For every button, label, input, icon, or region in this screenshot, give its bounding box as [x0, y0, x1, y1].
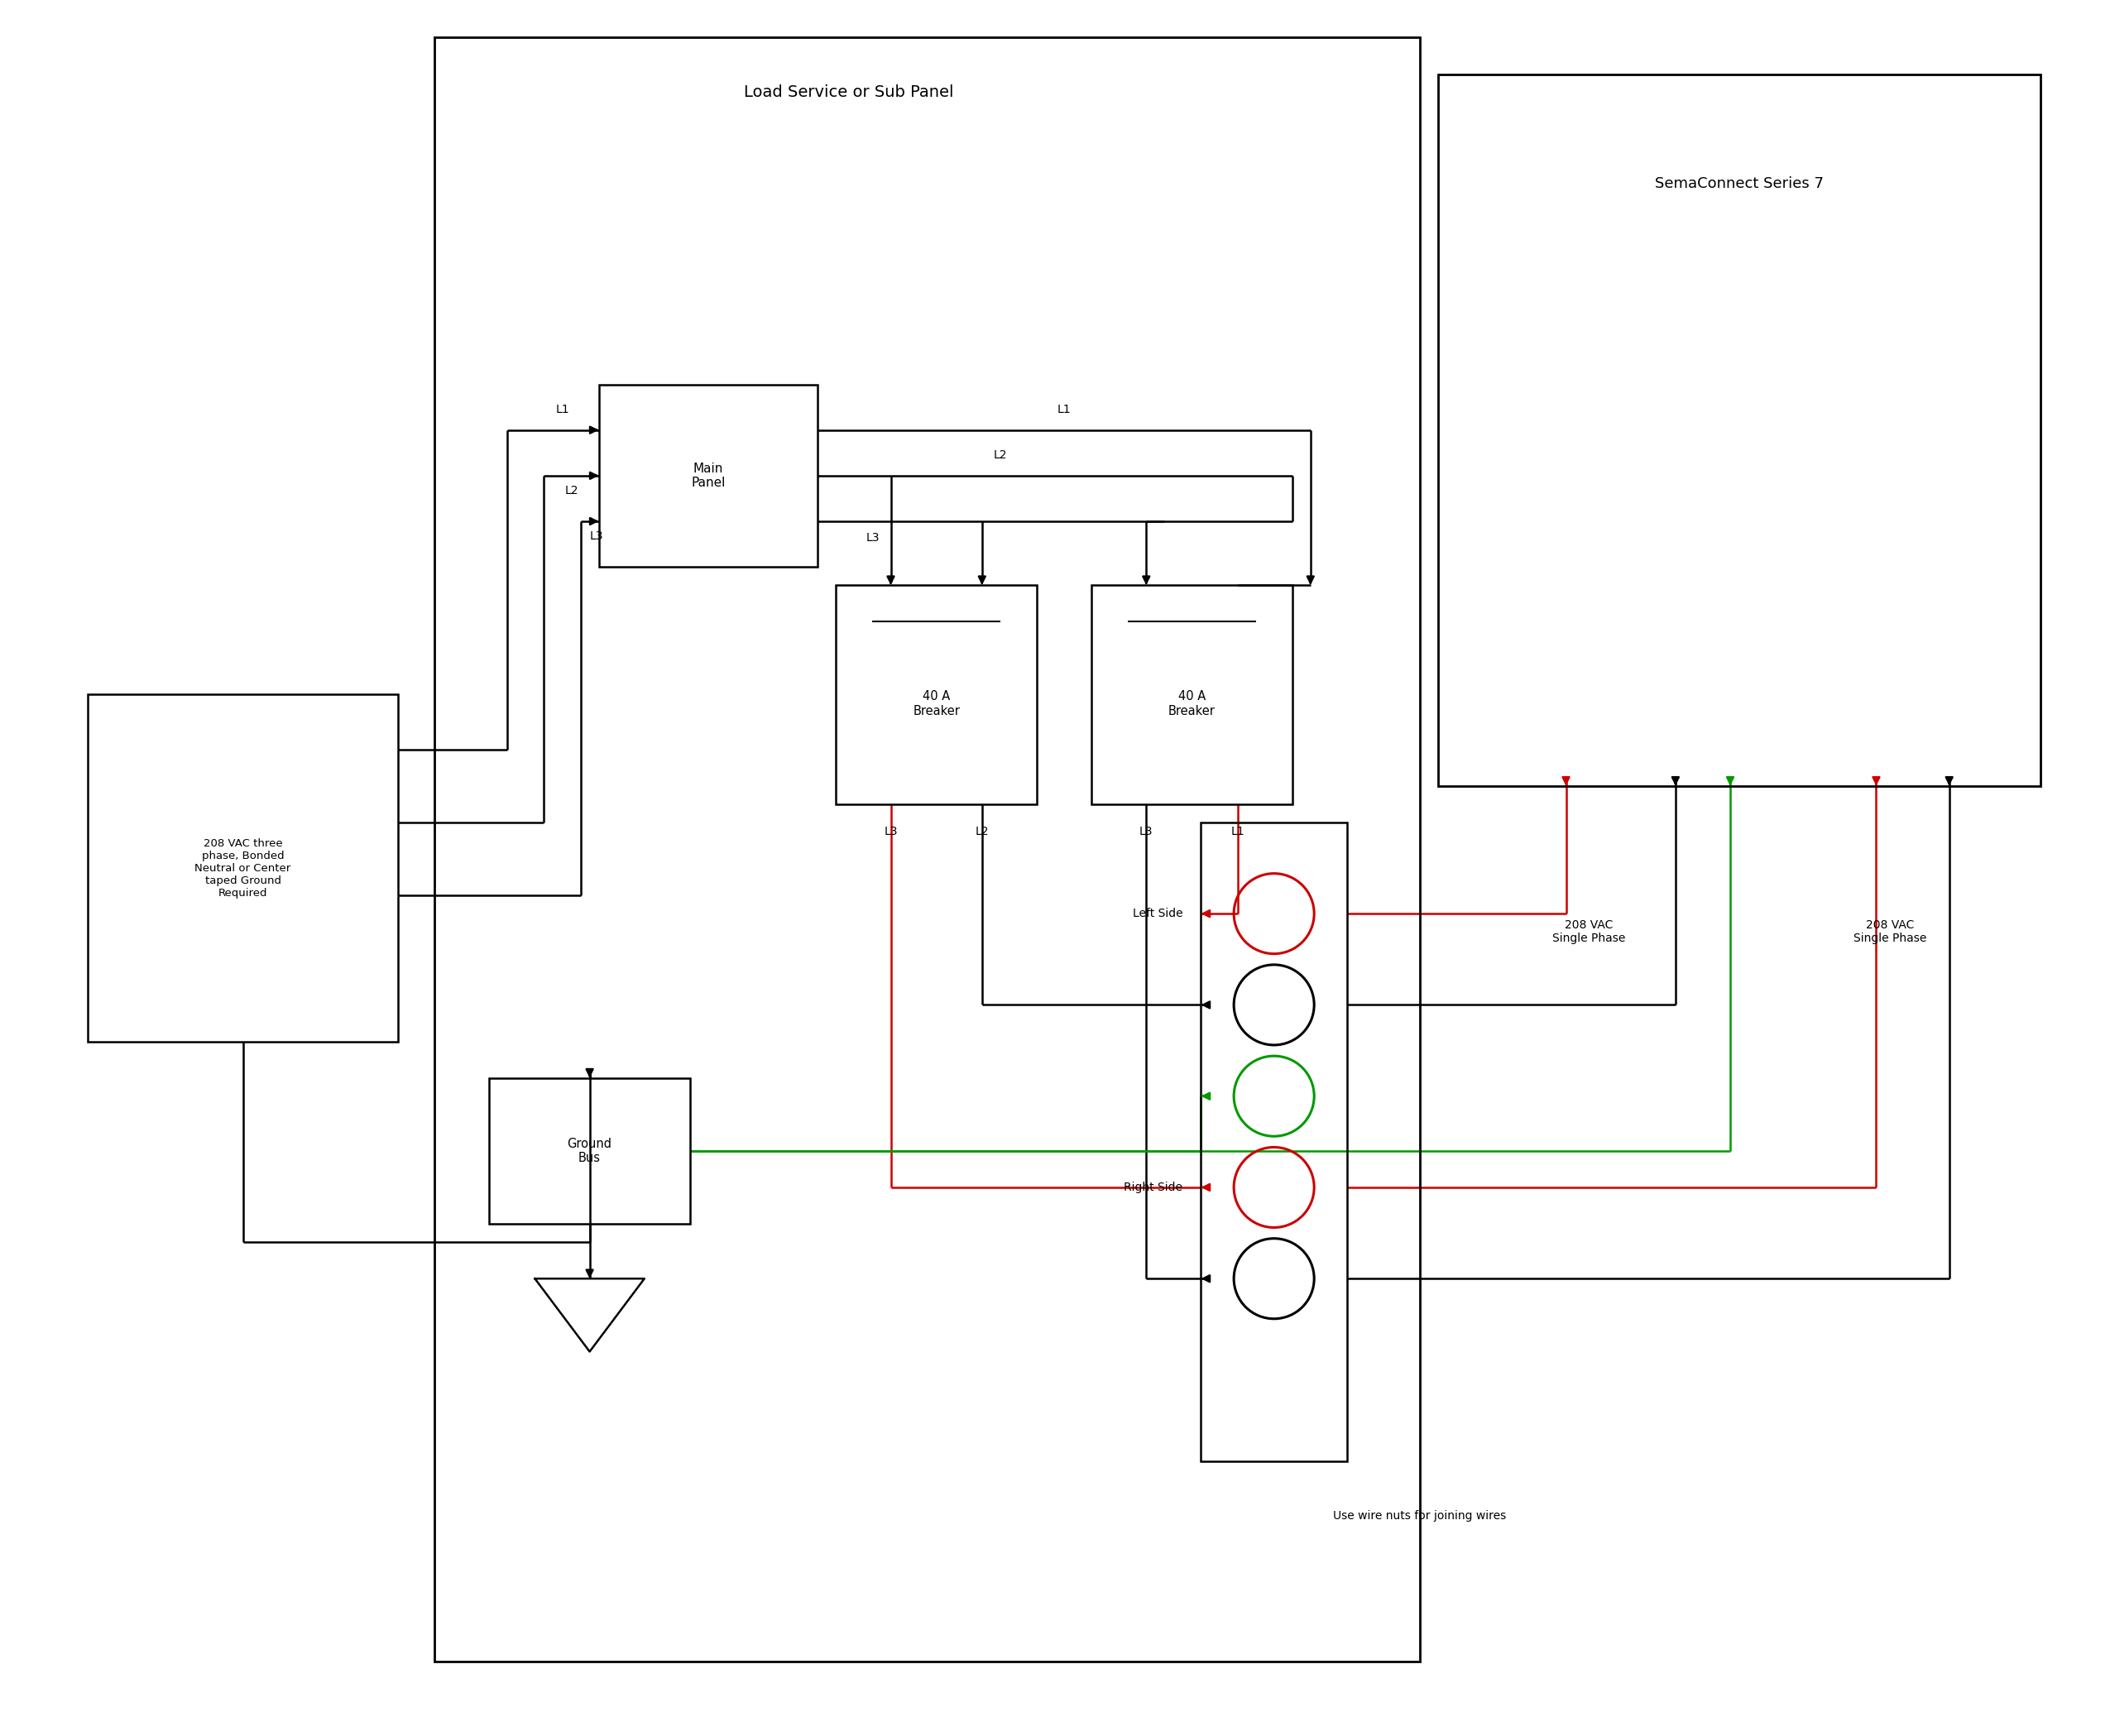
Text: Ground
Bus: Ground Bus	[568, 1137, 612, 1165]
Text: L3: L3	[884, 826, 897, 837]
Text: 208 VAC three
phase, Bonded
Neutral or Center
taped Ground
Required: 208 VAC three phase, Bonded Neutral or C…	[194, 838, 291, 898]
Text: L1: L1	[1057, 404, 1072, 415]
Bar	[599, 384, 819, 568]
Text: L2: L2	[975, 826, 990, 837]
Text: 40 A
Breaker: 40 A Breaker	[914, 691, 960, 717]
Bar	[1439, 75, 2040, 786]
Bar	[89, 694, 399, 1042]
Text: 40 A
Breaker: 40 A Breaker	[1169, 691, 1215, 717]
Text: L1: L1	[1230, 826, 1245, 837]
Text: 208 VAC
Single Phase: 208 VAC Single Phase	[1853, 920, 1926, 944]
Text: Use wire nuts for joining wires: Use wire nuts for joining wires	[1334, 1510, 1507, 1522]
Text: L2: L2	[565, 484, 578, 496]
Bar	[1091, 585, 1291, 804]
Bar	[490, 1078, 690, 1224]
Text: L3: L3	[589, 531, 603, 542]
Text: Right Side: Right Side	[1125, 1182, 1184, 1193]
Text: Load Service or Sub Panel: Load Service or Sub Panel	[743, 85, 954, 101]
Bar	[836, 585, 1036, 804]
Text: L2: L2	[994, 450, 1006, 462]
Text: SemaConnect Series 7: SemaConnect Series 7	[1654, 175, 1823, 191]
Text: 208 VAC
Single Phase: 208 VAC Single Phase	[1553, 920, 1625, 944]
Text: Left Side: Left Side	[1133, 908, 1184, 920]
Text: L3: L3	[1139, 826, 1152, 837]
Bar	[1201, 823, 1346, 1462]
Text: Main
Panel: Main Panel	[692, 462, 726, 490]
Text: L1: L1	[555, 404, 570, 415]
Text: L3: L3	[865, 533, 880, 543]
Bar	[435, 38, 1420, 1661]
